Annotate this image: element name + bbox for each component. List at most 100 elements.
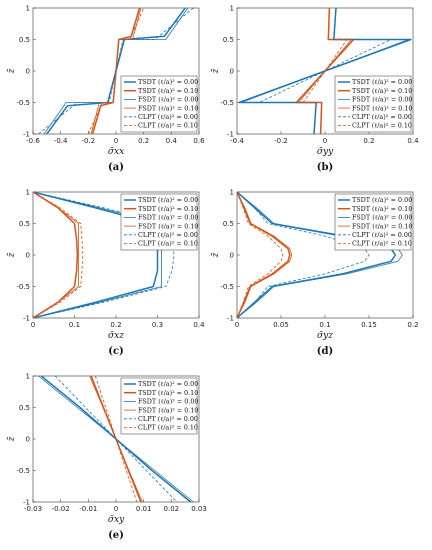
series-line-fsdt-2 <box>32 191 163 319</box>
x-tick-label: 0 <box>114 505 118 513</box>
legend-entry: TSDT (ℓ/a)² = 0.00 <box>352 196 412 204</box>
legend-entry: TSDT (ℓ/a)² = 0.00 <box>138 380 198 388</box>
x-tick-label: -0.6 <box>26 137 40 145</box>
x-tick-label: 0.2 <box>110 321 121 329</box>
x-tick-label: 0.01 <box>136 505 152 513</box>
series-line-tsdt-1 <box>236 191 291 319</box>
legend-box <box>120 193 198 251</box>
series-line-clpt-5 <box>94 375 138 503</box>
legend-entry: FSDT (ℓ/a)² = 0.00 <box>352 214 412 222</box>
x-tick-label: 0.2 <box>363 137 374 145</box>
x-tick-label: 0 <box>31 321 35 329</box>
y-tick-label: 0 <box>26 436 30 444</box>
y-tick-label: 0 <box>26 252 30 260</box>
y-axis-label: z̄ <box>7 252 17 258</box>
legend-entry: CLPT (ℓ/a)² = 0.00 <box>352 113 412 121</box>
legend-box <box>120 377 198 435</box>
x-axis-label: σ̄yz <box>317 331 333 341</box>
legend-entry: CLPT (ℓ/a)² = 0.00 <box>138 415 198 423</box>
y-axis-label: z̄ <box>7 436 17 442</box>
x-tick-label: -0.01 <box>79 505 97 513</box>
legend-entry: CLPT (ℓ/a)² = 0.10 <box>138 424 198 432</box>
legend-entry: TSDT (ℓ/a)² = 0.10 <box>138 87 198 95</box>
chart-panel-1: -0.4 -0.2 0 0.2 0.4 -1 -0.5 0 0.5 1 σ̄yy z̄ (b) TSDT … <box>211 5 419 174</box>
x-tick-label: 0.2 <box>407 321 418 329</box>
legend-entry: TSDT (ℓ/a)² = 0.00 <box>138 196 198 204</box>
legend-entry: FSDT (ℓ/a)² = 0.10 <box>138 222 198 230</box>
y-tick-label: -1 <box>23 131 30 139</box>
x-tick-label: 0.15 <box>361 321 377 329</box>
series-line-tsdt-1 <box>32 191 79 319</box>
legend-entry: TSDT (ℓ/a)² = 0.10 <box>138 205 198 213</box>
y-tick-label: 1 <box>230 189 234 197</box>
legend-entry: TSDT (ℓ/a)² = 0.00 <box>138 78 198 86</box>
legend-entry: TSDT (ℓ/a)² = 0.10 <box>138 389 198 397</box>
legend-entry: CLPT (ℓ/a)² = 0.10 <box>138 122 198 130</box>
y-tick-label: -1 <box>23 499 30 507</box>
x-tick-label: -0.03 <box>24 505 42 513</box>
x-tick-label: -0.4 <box>54 137 68 145</box>
series-line-clpt-5 <box>32 191 84 319</box>
legend-entry: FSDT (ℓ/a)² = 0.00 <box>138 214 198 222</box>
x-tick-label: -0.2 <box>274 137 288 145</box>
legend-entry: CLPT (ℓ/a)² = 0.00 <box>352 231 412 239</box>
y-axis-label: z̄ <box>7 68 17 74</box>
x-tick-label: 0.3 <box>152 321 163 329</box>
series-line-clpt-4 <box>236 191 370 319</box>
legend-entry: CLPT (ℓ/a)² = 0.00 <box>138 231 198 239</box>
chart-panel-2: 0 0.1 0.2 0.3 0.4 -1 -0.5 0 0.5 1 σ̄xz z̄ (c) TSDT (ℓ… <box>7 189 205 358</box>
y-axis-label: z̄ <box>211 252 221 258</box>
y-tick-label: -1 <box>227 315 234 323</box>
legend-entry: CLPT (ℓ/a)² = 0.10 <box>352 122 412 130</box>
x-tick-label: 0.02 <box>164 505 180 513</box>
x-tick-label: 0 <box>235 321 239 329</box>
y-tick-label: -0.5 <box>220 283 234 291</box>
x-tick-label: 0.1 <box>319 321 330 329</box>
x-axis-label: σ̄xy <box>108 515 125 525</box>
series-line-fsdt-3 <box>32 191 79 319</box>
series-line-tsdt-0 <box>32 191 159 319</box>
legend-entry: CLPT (ℓ/a)² = 0.10 <box>138 240 198 248</box>
x-tick-label: -0.02 <box>52 505 70 513</box>
series-line-clpt-5 <box>302 7 348 135</box>
chart-panel-0: -0.6 -0.4 -0.2 0 0.2 0.4 0.6 -1 -0.5 0 0.5 1 σ̄xx z̄ (… <box>7 5 205 174</box>
subfigure-caption: (a) <box>108 162 124 173</box>
legend-box <box>334 193 412 251</box>
subfigure-caption: (c) <box>108 346 124 357</box>
y-tick-label: 0 <box>230 252 234 260</box>
legend-entry: FSDT (ℓ/a)² = 0.10 <box>352 104 412 112</box>
x-tick-label: 0.03 <box>191 505 207 513</box>
legend-entry: FSDT (ℓ/a)² = 0.10 <box>138 406 198 414</box>
series-line-fsdt-3 <box>236 191 293 319</box>
y-axis-label: z̄ <box>211 68 221 74</box>
series-line-fsdt-2 <box>236 191 403 319</box>
y-tick-label: -0.5 <box>16 283 30 291</box>
x-tick-label: 0.2 <box>138 137 149 145</box>
y-tick-label: 1 <box>26 189 30 197</box>
y-tick-label: 0.5 <box>19 220 30 228</box>
legend-box <box>120 75 198 133</box>
y-tick-label: 0 <box>26 68 30 76</box>
legend-entry: FSDT (ℓ/a)² = 0.00 <box>138 96 198 104</box>
subfigure-caption: (e) <box>108 530 124 541</box>
x-axis-label: σ̄xz <box>108 331 124 341</box>
legend-entry: CLPT (ℓ/a)² = 0.00 <box>138 113 198 121</box>
x-tick-label: 0.1 <box>69 321 80 329</box>
legend-box <box>334 75 412 133</box>
x-tick-label: 0 <box>114 137 118 145</box>
legend-entry: FSDT (ℓ/a)² = 0.10 <box>352 222 412 230</box>
legend-entry: FSDT (ℓ/a)² = 0.00 <box>138 398 198 406</box>
x-axis-label: σ̄yy <box>317 147 334 157</box>
y-tick-label: -0.5 <box>220 99 234 107</box>
legend-entry: FSDT (ℓ/a)² = 0.00 <box>352 96 412 104</box>
x-tick-label: 0.05 <box>273 321 289 329</box>
x-axis-label: σ̄xx <box>108 147 124 157</box>
x-tick-label: 0.6 <box>193 137 205 145</box>
series-line-tsdt-0 <box>236 191 397 319</box>
x-tick-label: 0 <box>323 137 327 145</box>
